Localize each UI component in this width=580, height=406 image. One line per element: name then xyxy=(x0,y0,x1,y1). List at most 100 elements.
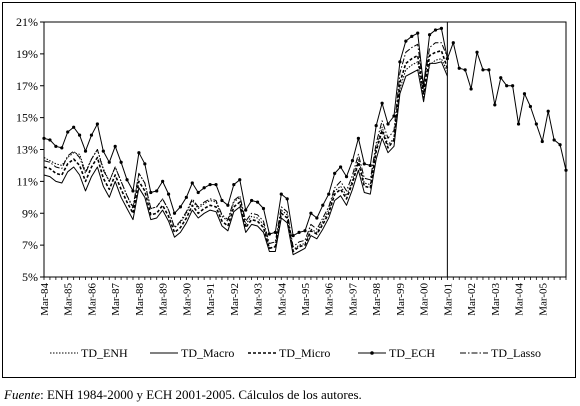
x-tick-label: Mar-96 xyxy=(324,283,336,316)
data-point xyxy=(404,39,408,43)
data-point xyxy=(291,233,295,238)
data-point xyxy=(493,103,497,107)
data-point xyxy=(309,211,313,215)
x-tick-label: Mar-88 xyxy=(134,283,146,316)
x-tick-label: Mar-95 xyxy=(300,283,312,316)
x-tick-label: Mar-92 xyxy=(229,283,241,316)
series-line-td-lasso xyxy=(43,42,448,248)
data-point xyxy=(166,192,171,196)
x-tick-label: Mar-94 xyxy=(276,283,288,316)
x-tick-label: Mar-97 xyxy=(347,283,359,316)
data-point xyxy=(273,230,277,234)
data-point xyxy=(374,123,378,128)
data-point xyxy=(528,104,533,109)
data-point xyxy=(427,33,432,37)
data-point xyxy=(178,205,183,209)
data-point xyxy=(499,76,503,80)
data-point xyxy=(522,92,527,96)
y-tick-label: 15% xyxy=(16,111,38,125)
data-point xyxy=(505,84,509,88)
data-point xyxy=(196,190,200,195)
data-point xyxy=(333,171,337,176)
data-point xyxy=(131,189,135,193)
y-tick-label: 13% xyxy=(16,143,38,157)
data-point xyxy=(469,87,473,91)
data-point xyxy=(125,178,129,182)
data-point xyxy=(261,206,266,211)
data-point xyxy=(475,50,479,54)
legend-marker xyxy=(370,351,374,355)
data-point xyxy=(279,192,283,196)
data-point xyxy=(119,160,123,164)
data-point xyxy=(516,122,521,126)
data-point xyxy=(321,203,325,207)
data-point xyxy=(338,165,343,169)
data-point xyxy=(457,66,461,70)
data-point xyxy=(433,28,438,32)
data-point xyxy=(558,143,562,147)
data-point xyxy=(89,133,94,137)
data-point xyxy=(107,160,111,164)
data-point xyxy=(534,122,538,126)
data-point xyxy=(255,200,260,204)
data-point xyxy=(410,34,414,38)
data-point xyxy=(368,163,372,168)
legend-label: TD_Lasso xyxy=(491,346,541,360)
data-point xyxy=(463,68,467,72)
data-point xyxy=(113,144,117,148)
x-tick-label: Mar-98 xyxy=(371,283,383,316)
series-line-td-micro xyxy=(43,49,449,253)
data-point xyxy=(95,122,99,126)
data-point xyxy=(48,138,52,142)
legend-label: TD_ECH xyxy=(389,346,435,360)
data-point xyxy=(208,182,212,187)
data-point xyxy=(303,229,307,233)
x-tick-label: Mar-93 xyxy=(253,283,265,316)
x-tick-label: Mar-99 xyxy=(395,283,407,316)
data-point xyxy=(439,26,444,30)
data-point xyxy=(72,125,76,129)
x-tick-label: Mar-86 xyxy=(86,283,98,316)
data-point xyxy=(487,68,491,72)
data-point xyxy=(552,138,556,142)
data-point xyxy=(244,208,248,212)
data-point xyxy=(66,130,70,134)
data-point xyxy=(267,232,272,236)
x-tick-label: Mar-84 xyxy=(39,283,51,316)
data-point xyxy=(362,162,366,166)
plot-area-border xyxy=(43,21,567,278)
x-tick-label: Mar-89 xyxy=(158,283,170,316)
data-point xyxy=(137,151,141,155)
data-point xyxy=(101,149,105,153)
y-tick-label: 9% xyxy=(22,206,38,220)
data-point xyxy=(232,182,236,187)
x-tick-label: Mar-02 xyxy=(466,283,478,316)
data-point xyxy=(451,41,455,45)
data-point xyxy=(315,216,319,220)
data-point xyxy=(220,198,224,203)
data-point xyxy=(226,203,230,207)
data-point xyxy=(386,122,390,126)
data-point xyxy=(202,186,206,190)
data-point xyxy=(546,109,550,113)
data-point xyxy=(416,31,420,35)
data-point xyxy=(172,211,177,215)
data-point xyxy=(380,101,384,105)
data-point xyxy=(42,136,46,140)
data-point xyxy=(83,149,88,153)
y-tick-label: 11% xyxy=(16,174,38,188)
data-point xyxy=(398,60,402,64)
series-line-td-macro xyxy=(43,61,448,256)
x-tick-label: Mar-04 xyxy=(514,283,526,316)
data-point xyxy=(77,133,82,137)
data-point xyxy=(344,174,349,179)
unemployment-rate-chart: 5% 7% 9% 11% 13% 15% 17% 19% 21% Mar-84 Mar-85 Mar-… xyxy=(16,15,568,360)
source-text: : ENH 1984-2000 y ECH 2001-2005. Cálculo… xyxy=(40,387,362,402)
source-label: Fuente xyxy=(4,387,41,402)
data-point xyxy=(356,136,360,140)
data-point xyxy=(564,168,568,172)
data-point xyxy=(350,159,355,163)
data-point xyxy=(155,189,159,193)
data-point xyxy=(250,198,254,203)
data-point xyxy=(143,162,147,166)
